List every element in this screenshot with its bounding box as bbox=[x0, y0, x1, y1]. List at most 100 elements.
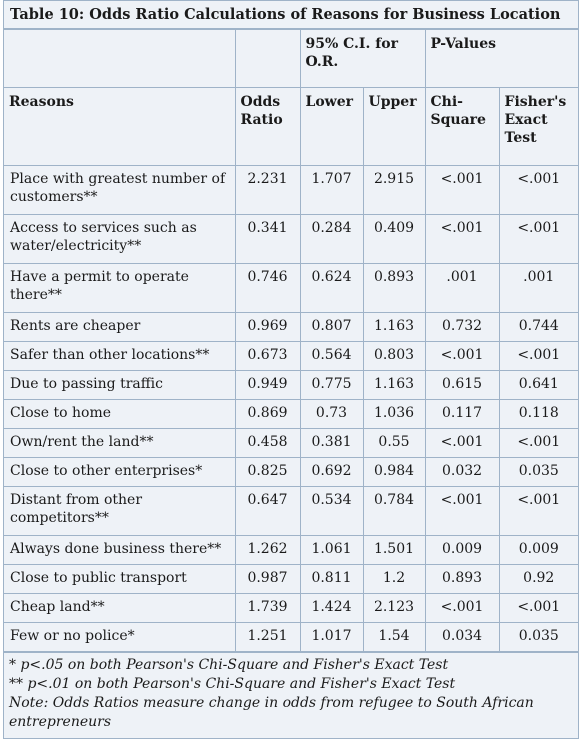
fisher-cell: 0.92 bbox=[498, 564, 579, 594]
lower-cell: 1.017 bbox=[299, 622, 364, 652]
odds-ratio-cell: 0.869 bbox=[234, 399, 301, 429]
table-row: Close to home 0.869 0.73 1.036 0.117 0.1… bbox=[4, 399, 579, 429]
chi-square-cell: 0.893 bbox=[424, 564, 500, 594]
fisher-cell: 0.744 bbox=[498, 312, 579, 342]
chi-square-cell: 0.034 bbox=[424, 622, 500, 652]
fisher-cell: <.001 bbox=[498, 341, 579, 371]
chi-square-cell: 0.615 bbox=[424, 370, 500, 400]
odds-ratio-cell: 1.739 bbox=[234, 593, 301, 623]
header-empty-odds bbox=[234, 29, 301, 88]
table-row: Have a permit to operate there** 0.746 0… bbox=[4, 263, 579, 313]
header-odds-ratio: Odds Ratio bbox=[234, 87, 301, 166]
upper-cell: 0.409 bbox=[362, 214, 426, 264]
table-row: Close to public transport 0.987 0.811 1.… bbox=[4, 564, 579, 594]
odds-ratio-cell: 1.262 bbox=[234, 535, 301, 565]
upper-cell: 0.803 bbox=[362, 341, 426, 371]
table-row: Access to services such as water/electri… bbox=[4, 214, 579, 264]
odds-ratio-cell: 0.987 bbox=[234, 564, 301, 594]
table-row: Rents are cheaper 0.969 0.807 1.163 0.73… bbox=[4, 312, 579, 342]
table-row: Place with greatest number of customers*… bbox=[4, 165, 579, 215]
upper-cell: 2.915 bbox=[362, 165, 426, 215]
note-significance-01: ** p<.01 on both Pearson's Chi-Square an… bbox=[9, 676, 456, 692]
odds-ratio-table-panel: Table 10: Odds Ratio Calculations of Rea… bbox=[3, 0, 579, 739]
reason-cell: Access to services such as water/electri… bbox=[4, 214, 236, 264]
reason-cell: Due to passing traffic bbox=[4, 370, 236, 400]
chi-square-cell: <.001 bbox=[424, 214, 500, 264]
fisher-cell: 0.035 bbox=[498, 622, 579, 652]
odds-ratio-cell: 1.251 bbox=[234, 622, 301, 652]
lower-cell: 1.424 bbox=[299, 593, 364, 623]
upper-cell: 0.893 bbox=[362, 263, 426, 313]
upper-cell: 1.501 bbox=[362, 535, 426, 565]
header-ci-group: 95% C.I. for O.R. bbox=[299, 29, 426, 88]
lower-cell: 0.692 bbox=[299, 457, 364, 487]
odds-ratio-cell: 2.231 bbox=[234, 165, 301, 215]
lower-cell: 0.775 bbox=[299, 370, 364, 400]
odds-ratio-cell: 0.673 bbox=[234, 341, 301, 371]
lower-cell: 1.061 bbox=[299, 535, 364, 565]
odds-ratio-cell: 0.341 bbox=[234, 214, 301, 264]
upper-cell: 1.2 bbox=[362, 564, 426, 594]
header-chi-square: Chi-Square bbox=[424, 87, 500, 166]
lower-cell: 1.707 bbox=[299, 165, 364, 215]
header-empty-reasons bbox=[4, 29, 236, 88]
reason-cell: Place with greatest number of customers*… bbox=[4, 165, 236, 215]
lower-cell: 0.73 bbox=[299, 399, 364, 429]
fisher-cell: 0.035 bbox=[498, 457, 579, 487]
reason-cell: Own/rent the land** bbox=[4, 428, 236, 458]
chi-square-cell: <.001 bbox=[424, 428, 500, 458]
reason-cell: Distant from other competitors** bbox=[4, 486, 236, 536]
fisher-cell: 0.118 bbox=[498, 399, 579, 429]
reason-cell: Cheap land** bbox=[4, 593, 236, 623]
odds-ratio-cell: 0.647 bbox=[234, 486, 301, 536]
upper-cell: 1.163 bbox=[362, 312, 426, 342]
lower-cell: 0.807 bbox=[299, 312, 364, 342]
reason-cell: Close to public transport bbox=[4, 564, 236, 594]
odds-ratio-table: 95% C.I. for O.R. P-Values Reasons Odds … bbox=[4, 29, 579, 652]
lower-cell: 0.811 bbox=[299, 564, 364, 594]
table-row: Close to other enterprises* 0.825 0.692 … bbox=[4, 457, 579, 487]
chi-square-cell: 0.732 bbox=[424, 312, 500, 342]
reason-cell: Close to home bbox=[4, 399, 236, 429]
lower-cell: 0.534 bbox=[299, 486, 364, 536]
table-row: Cheap land** 1.739 1.424 2.123 <.001 <.0… bbox=[4, 593, 579, 623]
odds-ratio-cell: 0.458 bbox=[234, 428, 301, 458]
odds-ratio-cell: 0.969 bbox=[234, 312, 301, 342]
upper-cell: 0.784 bbox=[362, 486, 426, 536]
fisher-cell: <.001 bbox=[498, 214, 579, 264]
table-notes: * p<.05 on both Pearson's Chi-Square and… bbox=[4, 652, 578, 738]
header-lower: Lower bbox=[299, 87, 364, 166]
table-row: Distant from other competitors** 0.647 0… bbox=[4, 486, 579, 536]
upper-cell: 1.036 bbox=[362, 399, 426, 429]
chi-square-cell: <.001 bbox=[424, 486, 500, 536]
chi-square-cell: 0.032 bbox=[424, 457, 500, 487]
table-row: Always done business there** 1.262 1.061… bbox=[4, 535, 579, 565]
reason-cell: Rents are cheaper bbox=[4, 312, 236, 342]
odds-ratio-cell: 0.825 bbox=[234, 457, 301, 487]
table-title: Table 10: Odds Ratio Calculations of Rea… bbox=[4, 1, 578, 29]
reason-cell: Close to other enterprises* bbox=[4, 457, 236, 487]
fisher-cell: <.001 bbox=[498, 593, 579, 623]
header-fisher: Fisher's Exact Test bbox=[498, 87, 579, 166]
upper-cell: 1.54 bbox=[362, 622, 426, 652]
fisher-cell: <.001 bbox=[498, 428, 579, 458]
lower-cell: 0.564 bbox=[299, 341, 364, 371]
lower-cell: 0.624 bbox=[299, 263, 364, 313]
header-upper: Upper bbox=[362, 87, 426, 166]
chi-square-cell: <.001 bbox=[424, 165, 500, 215]
fisher-cell: .001 bbox=[498, 263, 579, 313]
chi-square-cell: 0.009 bbox=[424, 535, 500, 565]
fisher-cell: 0.009 bbox=[498, 535, 579, 565]
note-odds-ratio-explanation: Note: Odds Ratios measure change in odds… bbox=[9, 695, 534, 730]
header-reasons: Reasons bbox=[4, 87, 236, 166]
table-row: Few or no police* 1.251 1.017 1.54 0.034… bbox=[4, 622, 579, 652]
chi-square-cell: .001 bbox=[424, 263, 500, 313]
reason-cell: Have a permit to operate there** bbox=[4, 263, 236, 313]
upper-cell: 0.984 bbox=[362, 457, 426, 487]
odds-ratio-cell: 0.746 bbox=[234, 263, 301, 313]
reason-cell: Few or no police* bbox=[4, 622, 236, 652]
fisher-cell: 0.641 bbox=[498, 370, 579, 400]
upper-cell: 1.163 bbox=[362, 370, 426, 400]
fisher-cell: <.001 bbox=[498, 486, 579, 536]
note-significance-05: * p<.05 on both Pearson's Chi-Square and… bbox=[9, 657, 449, 673]
